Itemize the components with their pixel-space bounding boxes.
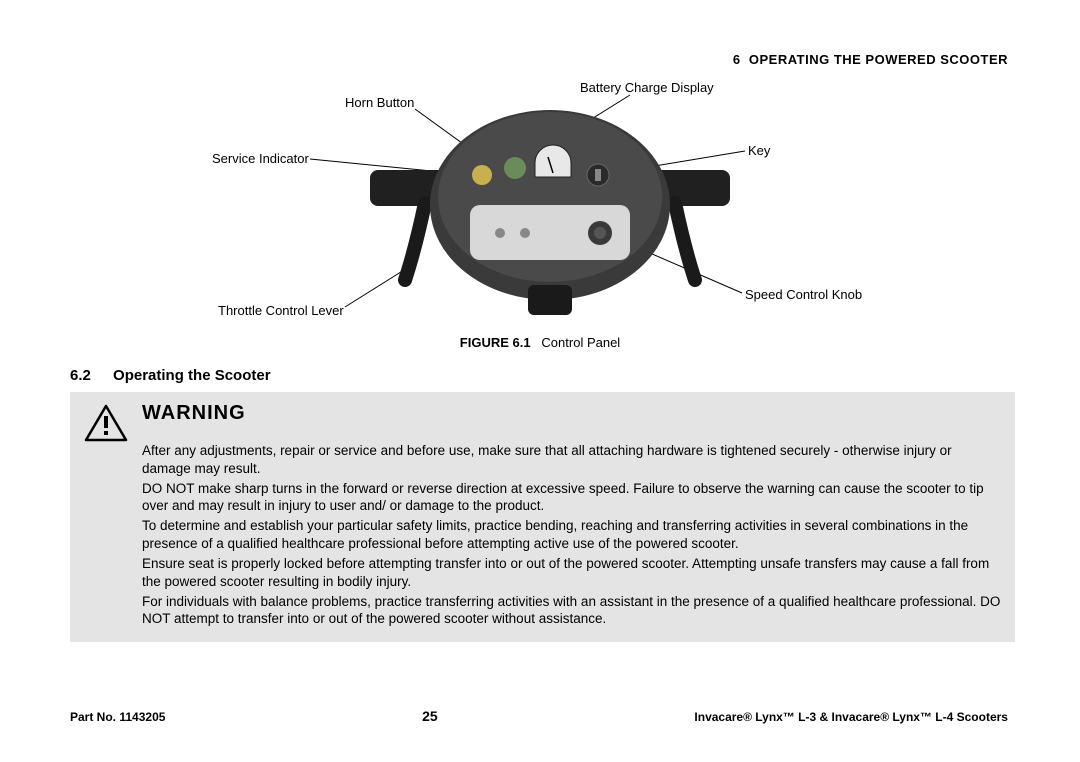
product-name: Invacare® Lynx™ L-3 & Invacare® Lynx™ L-… [694, 710, 1008, 724]
figure-caption: FIGURE 6.1 Control Panel [0, 335, 1080, 350]
page-header: 6 OPERATING THE POWERED SCOOTER [733, 52, 1008, 67]
chapter-number: 6 [733, 52, 741, 67]
figure-control-panel: Horn Button Service Indicator Battery Ch… [190, 75, 910, 335]
section-heading: 6.2 Operating the Scooter [70, 367, 271, 384]
figure-title: Control Panel [541, 335, 620, 350]
chapter-title: OPERATING THE POWERED SCOOTER [749, 52, 1008, 67]
warning-para: Ensure seat is properly locked before at… [142, 555, 1001, 591]
page-footer: Part No. 1143205 25 Invacare® Lynx™ L-3 … [70, 708, 1008, 724]
warning-para: To determine and establish your particul… [142, 517, 1001, 553]
figure-number: FIGURE 6.1 [460, 335, 531, 350]
warning-text: After any adjustments, repair or service… [142, 442, 1001, 628]
section-number: 6.2 [70, 367, 91, 384]
part-number: Part No. 1143205 [70, 710, 165, 724]
warning-para: For individuals with balance problems, p… [142, 593, 1001, 629]
section-title-text: Operating the Scooter [113, 367, 271, 384]
warning-icon [84, 404, 128, 442]
warning-para: After any adjustments, repair or service… [142, 442, 1001, 478]
control-panel-illustration [370, 95, 730, 325]
warning-title: WARNING [142, 402, 246, 425]
warning-para: DO NOT make sharp turns in the forward o… [142, 480, 1001, 516]
page-number: 25 [422, 708, 438, 724]
warning-block: WARNING After any adjustments, repair or… [70, 392, 1015, 642]
